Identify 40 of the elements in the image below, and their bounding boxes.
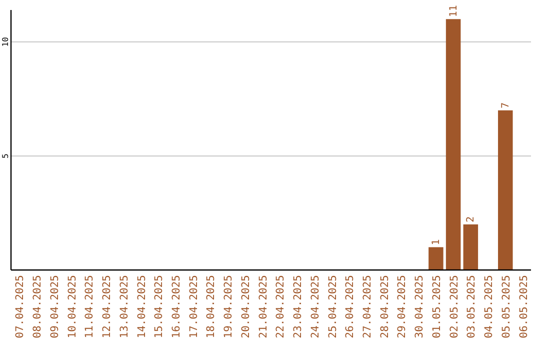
x-tick-label: 26.04.2025 (344, 275, 356, 338)
bar (446, 19, 461, 270)
x-tick-label: 28.04.2025 (378, 275, 391, 338)
x-tick-label: 07.04.2025 (14, 275, 26, 338)
x-tick-label: 04.05.2025 (483, 275, 496, 338)
x-tick-label: 30.04.2025 (414, 275, 426, 338)
x-tick-label: 21.04.2025 (257, 275, 270, 338)
x-tick-label: 12.04.2025 (101, 275, 114, 338)
x-tick-label: 14.04.2025 (136, 275, 148, 338)
bar (428, 247, 444, 270)
bar (498, 110, 513, 270)
x-tick-label: 19.04.2025 (222, 275, 235, 338)
x-tick-label: 01.05.2025 (430, 275, 443, 338)
x-tick-label: 20.04.2025 (240, 275, 252, 338)
x-tick-label: 15.04.2025 (153, 275, 166, 338)
x-tick-label: 16.04.2025 (170, 275, 183, 338)
x-tick-label: 17.04.2025 (188, 275, 200, 338)
data-label: 2 (466, 216, 477, 222)
data-label: 7 (500, 102, 512, 108)
y-tick-label: 10 (1, 36, 10, 47)
x-tick-label: 22.04.2025 (274, 275, 287, 338)
x-tick-label: 25.04.2025 (326, 275, 339, 338)
x-tick-label: 03.05.2025 (466, 275, 478, 338)
data-label: 11 (448, 5, 460, 18)
x-tick-label: 10.04.2025 (66, 275, 78, 338)
x-tick-label: 29.04.2025 (396, 275, 408, 338)
bar (463, 224, 478, 270)
y-tick-label: 5 (1, 153, 10, 158)
x-tick-label: 13.04.2025 (118, 275, 130, 338)
data-label: 1 (430, 239, 442, 246)
x-tick-label: 09.04.2025 (48, 275, 61, 338)
x-tick-label: 11.04.2025 (84, 275, 96, 338)
x-tick-label: 23.04.2025 (292, 275, 304, 338)
x-tick-label: 06.05.2025 (518, 275, 530, 338)
x-tick-label: 08.04.2025 (32, 275, 44, 338)
x-tick-label: 18.04.2025 (205, 275, 218, 338)
x-tick-label: 24.04.2025 (309, 275, 322, 338)
x-tick-label: 02.05.2025 (448, 275, 460, 338)
x-tick-label: 27.04.2025 (361, 275, 374, 338)
x-tick-label: 05.05.2025 (500, 275, 512, 338)
